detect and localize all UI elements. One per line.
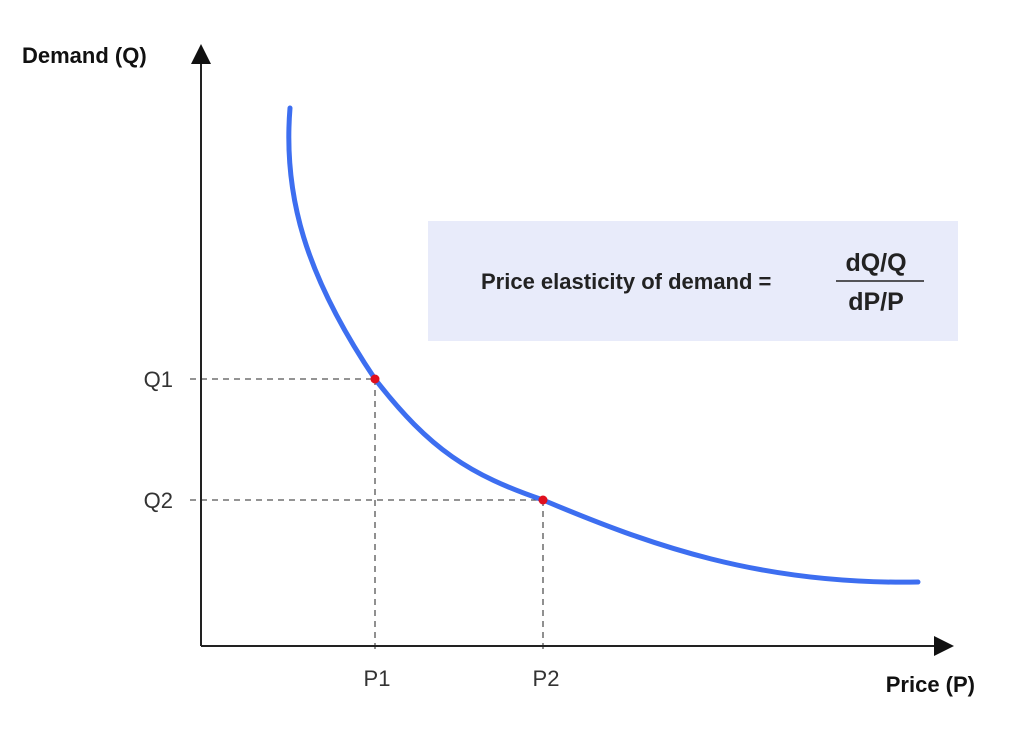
y-axis-title: Demand (Q) (22, 43, 147, 68)
x-axis-arrow-icon (934, 636, 954, 656)
p1-label: P1 (364, 666, 391, 691)
q2-label: Q2 (144, 488, 173, 513)
point-p1-q1 (370, 374, 380, 384)
formula-numerator: dQ/Q (845, 249, 906, 277)
y-axis-arrow-icon (191, 44, 211, 64)
point-p2-q2 (538, 495, 548, 505)
formula-denominator: dP/P (848, 288, 904, 316)
x-axis-title: Price (P) (886, 672, 975, 697)
p2-label: P2 (533, 666, 560, 691)
formula-label: Price elasticity of demand = (481, 269, 771, 294)
q1-label: Q1 (144, 367, 173, 392)
demand-curve (286, 105, 921, 585)
